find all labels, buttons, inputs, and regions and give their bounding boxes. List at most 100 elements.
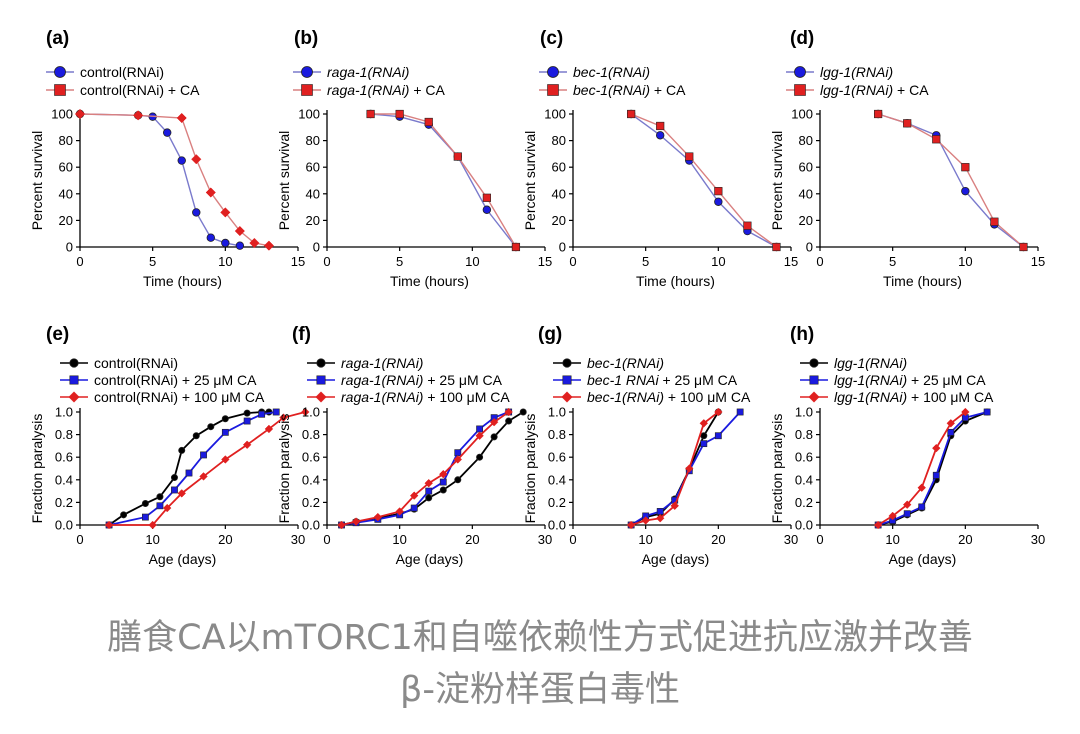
series-line-1 [370,113,517,248]
legend-entry: raga-1(RNAi) + 25 μM CA [341,372,503,388]
chart-panel-b: (b) 0 20 40 60 80 100 0 5 10 15 Time (hours) Percent… [276,28,552,289]
data-point [626,520,636,530]
y-tick-label: 0.8 [548,427,566,442]
data-point [439,469,448,479]
y-tick-label: 0 [66,240,73,255]
x-tick-label: 10 [638,532,652,547]
x-tick-label: 30 [784,532,798,547]
y-tick-label: 20 [59,213,73,228]
chart-panel-g: (g) 0.0 0.2 0.4 0.6 0.8 1.0 0 10 20 30 Age (days) Fr… [522,324,798,567]
series-line-2 [630,113,777,248]
x-tick-label: 10 [465,254,479,269]
data-point [156,502,164,510]
data-point [170,474,178,482]
data-point [918,503,926,511]
y-tick-label: 80 [306,133,320,148]
y-tick-label: 60 [799,160,813,175]
x-tick-label: 0 [76,532,83,547]
chart-panel-e: (e) 0.0 0.2 0.4 0.6 0.8 1.0 0 10 20 30 Age (days) Fr… [29,324,310,567]
legend: control(RNAi) control(RNAi) + CA [46,64,200,98]
data-point [264,424,274,434]
data-point [177,489,186,498]
legend-marker [808,391,820,403]
data-point [221,428,229,436]
data-point [220,207,231,218]
data-point [221,238,230,248]
data-point [162,128,172,137]
y-tick-label: 0.0 [795,518,813,533]
data-point [490,433,498,441]
data-point [961,407,970,417]
data-point [511,242,521,252]
data-point [142,513,149,521]
x-tick-label: 0 [569,254,576,269]
series-line-1 [630,113,777,248]
x-axis-label: Time (hours) [636,273,715,289]
chart-panel-h: (h) 0.0 0.2 0.4 0.6 0.8 1.0 0 10 20 30 Age (days) Fr… [769,324,1045,567]
y-tick-label: 0.4 [795,472,813,487]
data-point [199,472,208,481]
legend-entry: control(RNAi) + 25 μM CA [94,372,257,388]
legend-marker [562,358,572,368]
series-line-2 [877,411,988,526]
data-point [366,109,375,119]
y-tick-label: 40 [59,186,73,201]
data-point [191,154,202,165]
legend: bec-1(RNAi)bec-1 RNAi + 25 μM CAbec-1(RN… [553,355,751,405]
data-point [424,478,433,488]
y-tick-label: 1.0 [55,405,73,420]
data-point [104,520,114,530]
series-line-1 [877,411,988,526]
data-point [504,407,513,417]
data-point [627,109,636,119]
data-point [439,486,447,494]
legend-marker [561,391,573,403]
data-point [641,516,650,525]
series-line-2 [79,113,270,247]
data-point [656,131,665,140]
x-tick-label: 10 [885,532,899,547]
data-point [410,504,418,512]
data-point [207,423,215,431]
y-tick-label: 0.2 [548,495,566,510]
x-tick-label: 15 [1031,254,1045,269]
x-tick-label: 10 [145,532,159,547]
y-tick-label: 20 [799,213,813,228]
data-point [482,193,491,202]
data-point [156,493,164,501]
y-tick-label: 0.6 [55,450,73,465]
data-point [475,431,484,440]
legend-entry: raga-1(RNAi) + CA [327,82,446,98]
data-point [670,501,679,511]
data-point [395,507,404,516]
y-tick-label: 0.0 [55,518,73,533]
x-tick-label: 10 [958,254,972,269]
data-point [192,432,200,440]
legend-entry: control(RNAi) + CA [80,82,200,98]
y-tick-label: 100 [51,107,73,122]
data-point [120,511,128,519]
legend-marker [69,358,79,368]
legend-marker [547,66,559,78]
data-point [301,407,310,417]
data-point [234,225,245,237]
legend-marker [809,358,819,368]
y-axis-label: Percent survival [522,131,538,231]
legend-marker [301,84,313,96]
legend-entry: lgg-1(RNAi) + CA [820,82,929,98]
legend-entry: bec-1(RNAi) + CA [573,82,686,98]
y-tick-label: 0.0 [302,518,320,533]
y-tick-label: 0 [559,240,566,255]
legend: bec-1(RNAi) bec-1(RNAi) + CA [539,64,686,98]
x-tick-label: 0 [816,254,823,269]
panel-label: (a) [46,28,69,49]
data-point [263,240,275,251]
legend: control(RNAi)control(RNAi) + 25 μM CAcon… [60,355,265,405]
legend-marker [315,391,327,403]
data-point [221,455,230,464]
data-point [983,408,991,416]
data-point [453,455,463,464]
x-tick-label: 10 [218,254,232,269]
y-tick-label: 40 [306,186,320,201]
legend-marker [547,84,559,96]
